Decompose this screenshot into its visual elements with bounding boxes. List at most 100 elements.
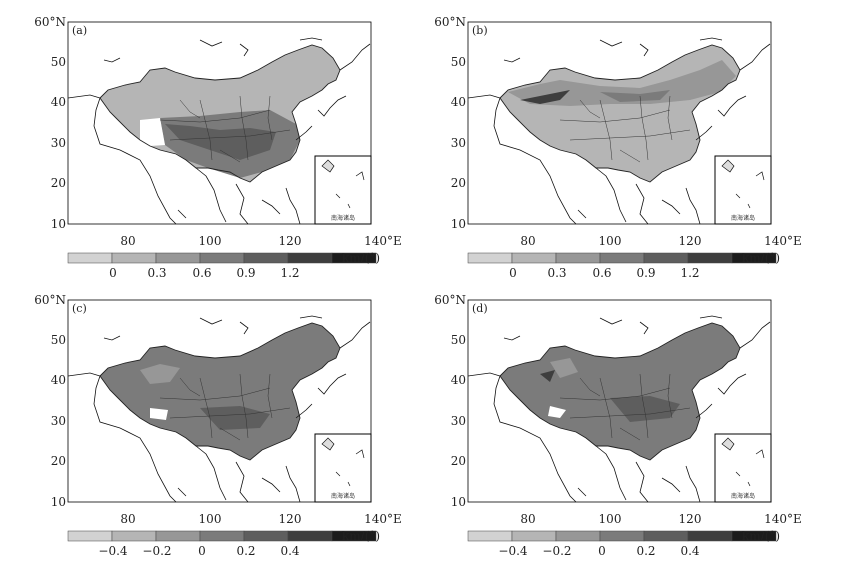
province-border bbox=[639, 373, 649, 439]
y-tick-label: 50 bbox=[451, 55, 466, 69]
province-border bbox=[239, 95, 249, 161]
coastline bbox=[295, 125, 313, 141]
x-tick-label: 100 bbox=[199, 512, 222, 526]
colorbar-tick-label: 1.2 bbox=[280, 266, 299, 280]
province-border bbox=[569, 407, 691, 419]
colorbar-tick-label: 1.2 bbox=[680, 266, 699, 280]
colorbar-tick-label: 0 bbox=[509, 266, 517, 280]
country-shading bbox=[499, 44, 741, 183]
colorbar-tick-label: 0.6 bbox=[192, 266, 211, 280]
colorbar-swatch bbox=[687, 530, 733, 542]
coastline bbox=[177, 487, 187, 497]
y-tick-label: 50 bbox=[451, 333, 466, 347]
province-border bbox=[239, 373, 249, 439]
coastline bbox=[685, 187, 701, 225]
province-border bbox=[219, 149, 241, 163]
colorbar bbox=[67, 530, 377, 542]
y-tick-label: 20 bbox=[451, 176, 466, 190]
x-tick-label: 120 bbox=[279, 234, 302, 248]
x-tick-label: 80 bbox=[520, 512, 535, 526]
colorbar-swatch bbox=[555, 530, 601, 542]
colorbar-tick-label: 0 bbox=[109, 266, 117, 280]
x-tick-label: 80 bbox=[520, 234, 535, 248]
shaded-region bbox=[610, 396, 680, 422]
inset-coast bbox=[355, 171, 365, 181]
map-area: 南海诸岛 bbox=[467, 21, 772, 225]
colorbar-ticks: 0 0.3 0.6 0.9 1.2 bbox=[109, 266, 299, 280]
colorbar-tick-label: 0.3 bbox=[547, 266, 566, 280]
inset-coast bbox=[755, 449, 765, 459]
coastline bbox=[699, 315, 723, 319]
south-china-sea-inset: 南海诸岛 bbox=[714, 433, 772, 503]
shaded-region bbox=[550, 358, 578, 378]
colorbar-tick-label: 0.4 bbox=[680, 544, 699, 558]
panel-label: (b) bbox=[472, 24, 488, 37]
colorbar-swatch bbox=[511, 530, 557, 542]
panel-label: (c) bbox=[72, 302, 87, 315]
coastline bbox=[717, 373, 747, 395]
colorbar-tick-label: −0.4 bbox=[498, 544, 528, 558]
x-axis-ticks: 80 100 120 140°E bbox=[120, 234, 401, 248]
y-tick-label: 50 bbox=[51, 55, 66, 69]
colorbar-swatch bbox=[643, 530, 689, 542]
x-tick-label: 140°E bbox=[764, 234, 802, 248]
province-border bbox=[267, 373, 273, 419]
y-axis-ticks: 60°N 50 40 30 20 10 bbox=[34, 15, 66, 231]
south-china-sea-inset: 南海诸岛 bbox=[714, 155, 772, 225]
map-panel-d: 南海诸岛 (d) 60°N 50 40 30 20 10 80 100 120 … bbox=[400, 278, 820, 558]
province-border bbox=[599, 99, 613, 161]
colorbar-swatch bbox=[155, 530, 201, 542]
coastline bbox=[195, 445, 227, 501]
inset-islands bbox=[335, 471, 351, 487]
province-border bbox=[179, 377, 201, 397]
colorbar-tick-label: 0.2 bbox=[236, 544, 255, 558]
coastline bbox=[493, 375, 577, 503]
province-border bbox=[569, 129, 691, 141]
colorbar-swatch bbox=[67, 252, 113, 264]
coastline bbox=[595, 167, 627, 223]
coastline bbox=[235, 183, 249, 225]
province-border bbox=[159, 387, 271, 401]
inset-island bbox=[721, 437, 735, 451]
x-axis-ticks: 80 100 120 140°E bbox=[120, 512, 401, 526]
coastline bbox=[177, 209, 187, 219]
coastline bbox=[339, 321, 371, 349]
colorbar-swatch bbox=[111, 252, 157, 264]
map-panel-c: 南海诸岛 (c) 60°N 50 40 30 20 10 80 100 120 … bbox=[0, 278, 420, 558]
y-tick-label: 10 bbox=[451, 495, 466, 509]
coastline bbox=[467, 372, 501, 377]
colorbar-swatch bbox=[111, 530, 157, 542]
south-china-sea-inset: 南海诸岛 bbox=[314, 433, 372, 503]
coastline bbox=[635, 183, 649, 225]
shaded-region bbox=[500, 323, 740, 460]
province-border bbox=[179, 99, 201, 119]
colorbar-tick-label: 0.4 bbox=[280, 544, 299, 558]
x-tick-label: 120 bbox=[679, 512, 702, 526]
coastline bbox=[339, 43, 371, 71]
x-tick-label: 140°E bbox=[364, 234, 402, 248]
map-panel-svg: 南海诸岛 (d) 60°N 50 40 30 20 10 80 100 120 … bbox=[434, 293, 802, 558]
china-border bbox=[499, 322, 741, 461]
colorbar-tick-label: 0 bbox=[598, 544, 606, 558]
shaded-region bbox=[548, 406, 566, 418]
y-tick-label: 60°N bbox=[34, 293, 66, 307]
y-tick-label: 40 bbox=[451, 373, 466, 387]
province-border bbox=[219, 427, 241, 441]
colorbar-swatch bbox=[199, 530, 245, 542]
colorbar-swatch bbox=[599, 252, 645, 264]
shaded-region bbox=[140, 364, 180, 384]
map-panel-b: 南海诸岛 (b) 60°N 50 40 30 20 10 80 100 120 … bbox=[400, 0, 820, 280]
colorbar-unit: km/(°) bbox=[742, 529, 780, 543]
province-border bbox=[667, 95, 673, 141]
map-panel-svg: 南海诸岛 (b) 60°N 50 40 30 20 10 80 100 120 … bbox=[434, 15, 802, 280]
coastline bbox=[635, 461, 649, 503]
y-tick-label: 10 bbox=[451, 217, 466, 231]
colorbar-swatch bbox=[731, 530, 777, 542]
colorbar-swatch bbox=[243, 252, 289, 264]
colorbar-swatch bbox=[155, 252, 201, 264]
coastline bbox=[295, 403, 313, 419]
coastline bbox=[493, 97, 577, 225]
map-panel-a: 南海诸岛 (a) 60°N 50 40 30 20 10 80 100 120 … bbox=[0, 0, 420, 280]
coastline bbox=[261, 477, 281, 493]
